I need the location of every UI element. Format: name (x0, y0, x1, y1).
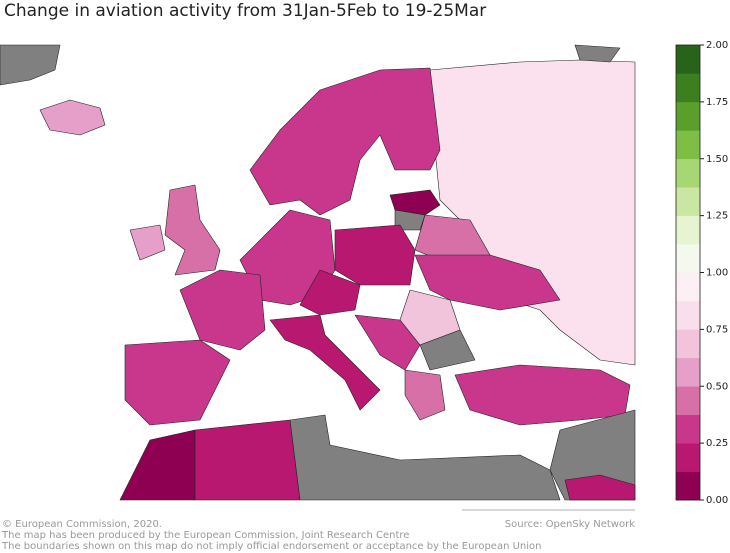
region (179, 269, 266, 351)
colorbar-bin (676, 300, 700, 330)
colorbar-bin (676, 130, 700, 160)
credit: The boundaries shown on this map do not … (1, 541, 541, 552)
region (249, 67, 441, 216)
region (299, 269, 361, 316)
colorbar-bin (676, 272, 700, 302)
region (289, 414, 561, 501)
colorbar-bin (676, 73, 700, 103)
colorbar-bin (676, 244, 700, 273)
colorbar-tick-label: 2.00 (706, 40, 728, 51)
colorbar-tick-label: 1.50 (706, 154, 728, 165)
region (119, 429, 196, 501)
colorbar-tick-label: 1.00 (706, 268, 728, 279)
region (164, 184, 221, 276)
region (194, 419, 301, 501)
region (429, 59, 636, 366)
region (419, 329, 476, 371)
region (354, 314, 421, 371)
colorbar-bin (676, 443, 700, 472)
colorbar-bin (676, 329, 700, 359)
region (0, 44, 61, 86)
colorbar-bin (676, 215, 700, 245)
region (129, 224, 166, 261)
region (334, 224, 416, 286)
colorbar-bin (676, 45, 700, 74)
colorbar-bin (676, 158, 700, 188)
colorbar-tick-label: 1.25 (706, 211, 728, 222)
colorbar-bin (676, 471, 700, 501)
colorbar-bin (676, 386, 700, 415)
colorbar-tick-label: 0.00 (706, 495, 728, 506)
region (564, 474, 636, 501)
region (39, 99, 106, 136)
colorbar-tick-label: 1.75 (706, 97, 728, 108)
colorbar-tick-label: 0.50 (706, 381, 728, 392)
region (394, 209, 426, 231)
map (0, 44, 636, 501)
region (389, 189, 441, 216)
colorbar-bin (676, 414, 700, 444)
region (124, 339, 231, 426)
region (414, 254, 561, 311)
region (574, 44, 621, 63)
colorbar-bin (676, 101, 700, 131)
title: Change in aviation activity from 31Jan-5… (4, 1, 486, 21)
colorbar-bin (676, 187, 700, 216)
colorbar: 0.00 0.25 0.50 0.75 1.00 1.25 1.50 1.75 2.00 (675, 40, 728, 506)
credit: © European Commission, 2020. (2, 519, 162, 530)
colorbar-bin (676, 357, 700, 387)
region (269, 314, 381, 411)
credit: The map has been produced by the Europea… (1, 530, 409, 541)
region (404, 369, 446, 421)
source: Source: OpenSky Network (505, 519, 635, 530)
colorbar-tick-label: 0.25 (706, 438, 728, 449)
region (454, 364, 631, 426)
colorbar-tick-label: 0.75 (706, 324, 728, 335)
